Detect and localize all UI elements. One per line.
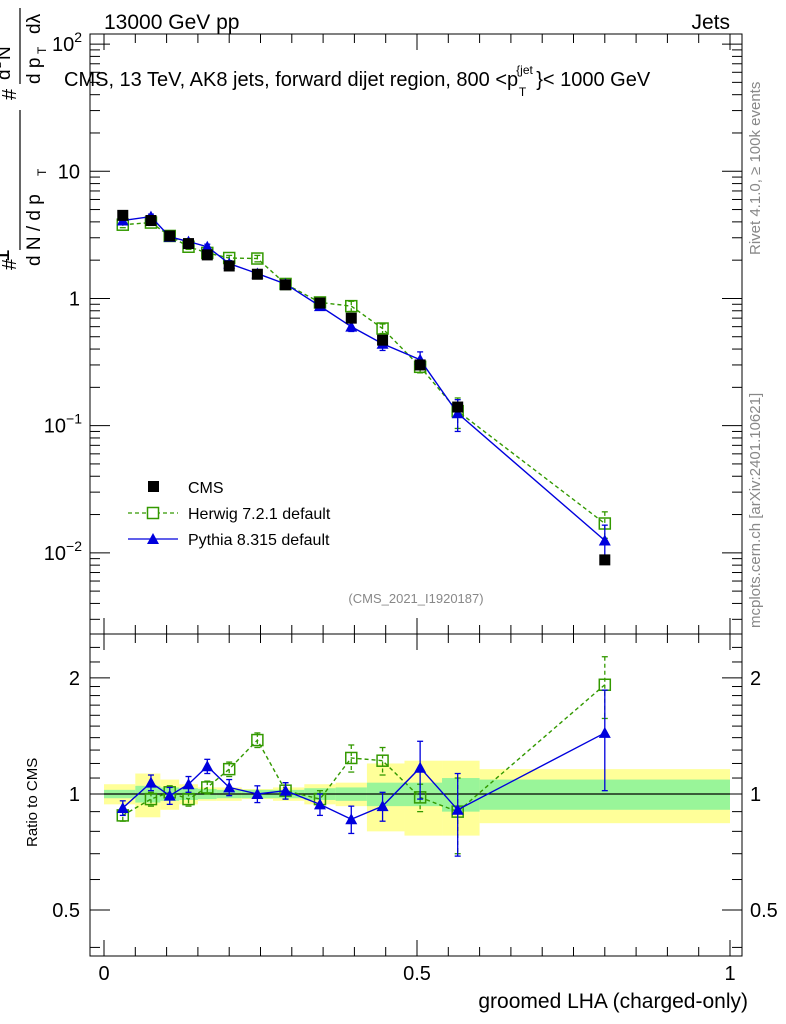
- svg-text:d N / d p: d N / d p: [24, 194, 45, 266]
- svg-text:d p: d p: [24, 58, 45, 84]
- herwig-ratio-point: [222, 762, 236, 776]
- pythia-ratio-point: [223, 781, 236, 793]
- cms-data-point: [452, 401, 464, 413]
- pythia-ratio-point: [201, 760, 214, 772]
- ratio-plot-area: 0 0.5 1 0.5 0.5 1 1 2 2: [52, 634, 778, 985]
- legend-item-cms: CMS: [148, 480, 224, 497]
- cms-data-point: [345, 312, 357, 324]
- x-tick-label: 0.5: [403, 963, 431, 985]
- svg-text:CMS: CMS: [188, 480, 224, 497]
- main-title: CMS, 13 TeV, AK8 jets, forward dijet reg…: [64, 63, 651, 99]
- header-jets-label: Jets: [691, 11, 730, 34]
- header-energy-label: 13000 GeV pp: [104, 11, 239, 34]
- ratio-y-tick-label: 1: [69, 784, 80, 806]
- legend: CMS Herwig 7.2.1 default Pythia 8.315 de…: [128, 480, 331, 549]
- main-plot-area: 10−2 10−1 1 10 102: [44, 29, 742, 634]
- cms-data-point: [314, 297, 326, 309]
- herwig-main-point: [251, 252, 264, 265]
- ratio-y-axis-label: Ratio to CMS: [24, 758, 41, 847]
- ratio-y-tick-label-right: 1: [750, 784, 761, 806]
- main-y-tick-label: 10: [58, 161, 80, 183]
- pythia-main-point: [345, 320, 358, 332]
- x-axis-label: groomed LHA (charged-only): [478, 990, 748, 1013]
- svg-text:N: N: [0, 46, 15, 60]
- svg-text:1: 1: [0, 249, 14, 262]
- main-y-tick-label: 102: [52, 29, 82, 56]
- pythia-ratio-point: [598, 726, 611, 738]
- x-tick-label: 1: [724, 963, 735, 985]
- main-y-tick-label: 10−1: [44, 411, 82, 438]
- pythia-ratio-point: [451, 803, 464, 815]
- mcplots-label: mcplots.cern.ch [arXiv:2401.10621]: [747, 393, 764, 628]
- cms-data-point: [223, 260, 235, 272]
- cms-data-point: [183, 238, 195, 250]
- herwig-main-point: [345, 299, 358, 313]
- pythia-ratio-point: [144, 776, 157, 788]
- ratio-panel-frame: [89, 633, 743, 957]
- cms-data-point: [251, 268, 263, 280]
- herwig-ratio-point: [201, 781, 214, 794]
- herwig-ratio-line: [122, 684, 606, 816]
- ratio-y-tick-label-right: 2: [750, 668, 761, 690]
- x-tick-label: 0: [98, 963, 109, 985]
- pythia-ratio-point: [116, 801, 129, 813]
- herwig-main-point: [376, 322, 389, 335]
- cms-data-point: [377, 334, 389, 346]
- svg-text:2: 2: [0, 62, 4, 68]
- svg-text:T: T: [35, 168, 49, 176]
- pythia-ratio-point: [313, 798, 326, 810]
- svg-text:Pythia 8.315 default: Pythia 8.315 default: [188, 532, 330, 549]
- cms-data-point: [164, 230, 176, 242]
- pythia-main-point: [201, 240, 214, 252]
- ratio-y-tick-label-right: 0.5: [750, 900, 778, 922]
- cms-data-point: [414, 359, 426, 371]
- cms-data-point: [599, 554, 611, 566]
- herwig-ratio-point: [251, 733, 264, 747]
- herwig-ratio-point: [182, 792, 195, 806]
- herwig-ratio-point: [144, 792, 158, 806]
- pythia-ratio-point: [163, 789, 176, 801]
- pythia-ratio-point: [345, 813, 358, 825]
- legend-item-pythia: Pythia 8.315 default: [128, 532, 330, 549]
- main-y-axis-label: # 1 d N / d p T # d 2 N d p T dλ: [0, 8, 49, 270]
- pythia-main-point: [598, 534, 611, 546]
- cms-data-point: [145, 215, 157, 227]
- main-y-tick-label: 1: [69, 288, 80, 310]
- ratio-y-tick-label: 2: [69, 668, 80, 690]
- rivet-version-label: Rivet 4.1.0, ≥ 100k events: [747, 82, 764, 255]
- cms-data-point: [280, 279, 292, 291]
- pythia-ratio-point: [376, 800, 389, 812]
- herwig-ratio-point: [345, 751, 358, 765]
- main-y-tick-label: 10−2: [44, 538, 82, 565]
- pythia-ratio-line: [122, 732, 606, 821]
- cms-data-point: [117, 209, 129, 221]
- cms-data-point: [201, 249, 213, 261]
- svg-text:#: #: [0, 258, 21, 270]
- pythia-main-point: [451, 407, 464, 419]
- svg-text:dλ: dλ: [24, 13, 45, 34]
- svg-text:d: d: [0, 69, 15, 80]
- svg-text:T: T: [35, 46, 49, 54]
- pythia-ratio-point: [182, 778, 195, 790]
- ratio-y-tick-label: 0.5: [52, 900, 80, 922]
- svg-text:#: #: [0, 88, 21, 100]
- herwig-ratio-point: [376, 754, 389, 767]
- pythia-ratio-point: [414, 761, 427, 773]
- svg-text:Herwig 7.2.1 default: Herwig 7.2.1 default: [188, 506, 331, 523]
- pythia-ratio-point: [279, 784, 292, 796]
- legend-item-herwig: Herwig 7.2.1 default: [128, 506, 331, 523]
- herwig-main-line: [122, 221, 606, 525]
- pythia-ratio-point: [251, 787, 264, 799]
- analysis-tag: (CMS_2021_I1920187): [348, 591, 483, 606]
